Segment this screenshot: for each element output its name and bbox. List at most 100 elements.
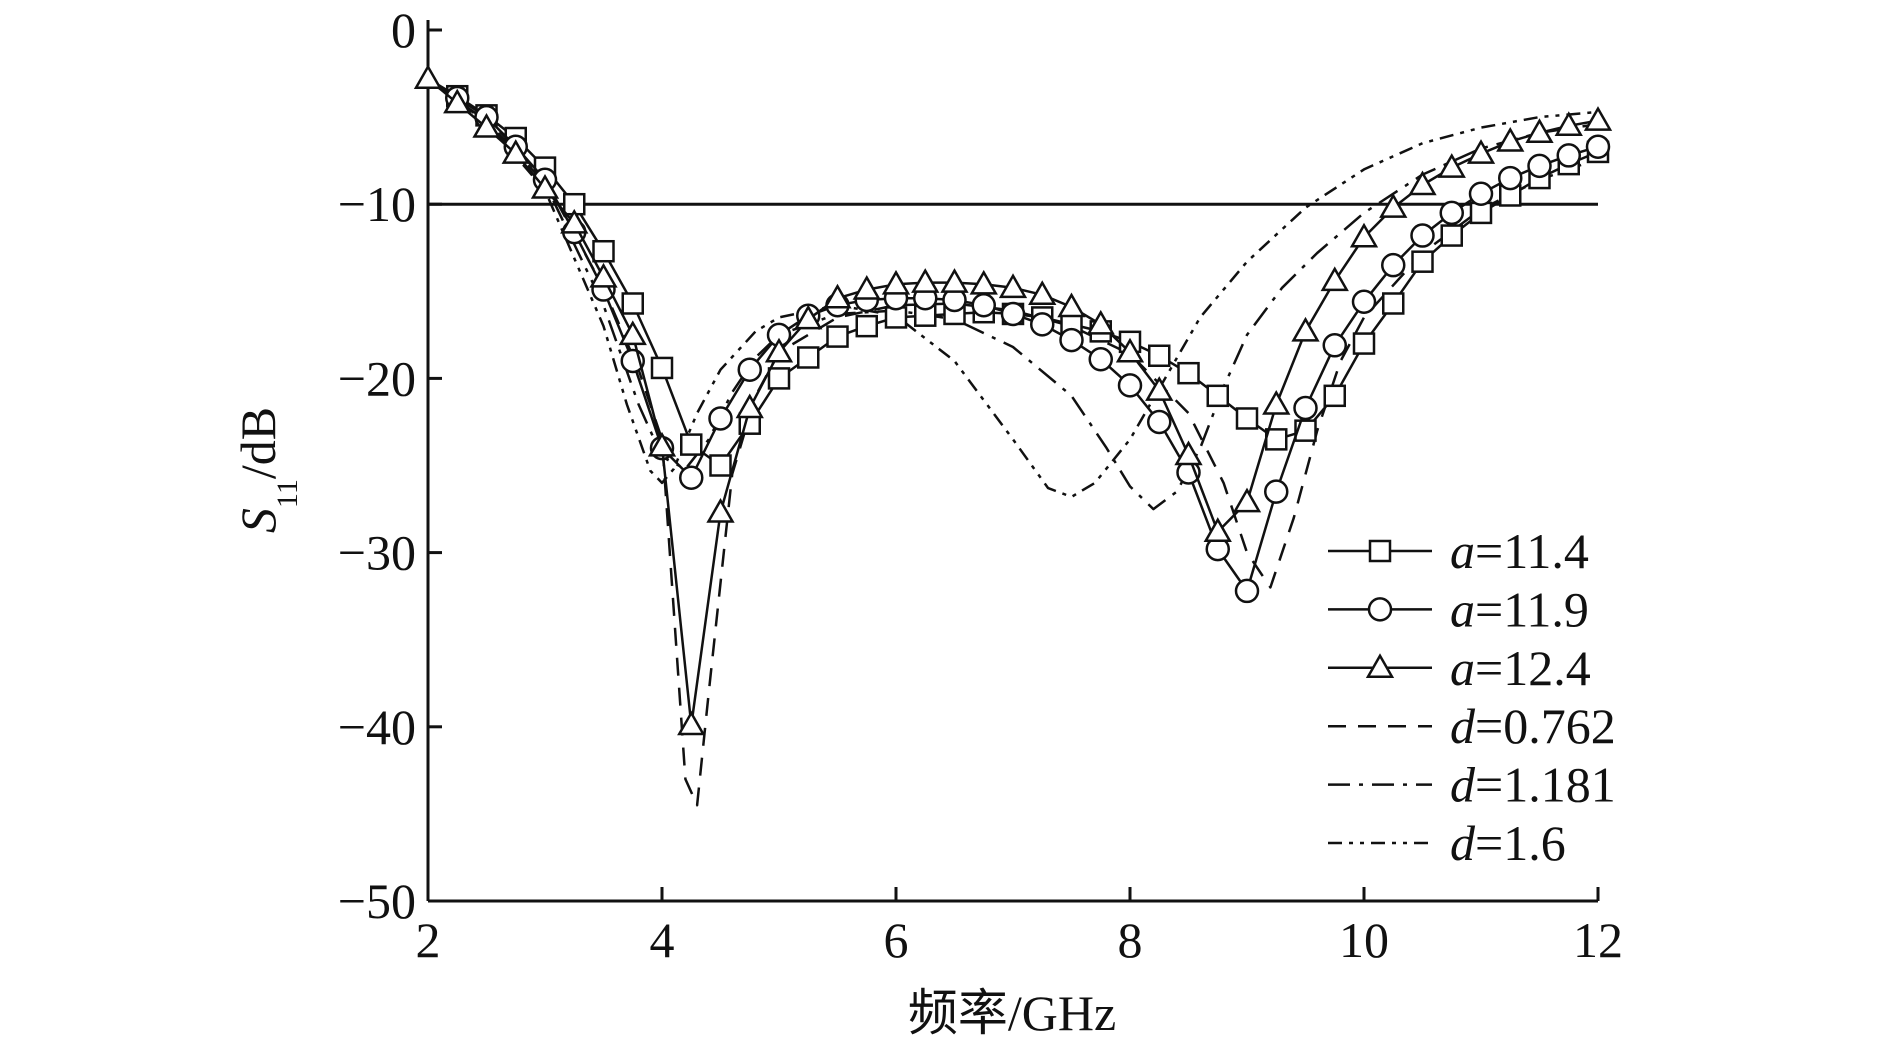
y-axis-label: S11/dB [230, 407, 304, 533]
legend-swatch-marker [1368, 539, 1392, 563]
data-point-square [1440, 224, 1463, 247]
data-point-triangle [647, 431, 677, 457]
data-point-circle [1264, 479, 1289, 504]
data-point-triangle [530, 174, 560, 199]
legend-entry-label: a=12.4 [1450, 640, 1591, 696]
data-point-circle [1381, 252, 1406, 278]
y-tick-label: 0 [391, 2, 416, 58]
data-point-triangle [1262, 390, 1291, 415]
data-point-circle [1147, 409, 1172, 435]
data-point-triangle [794, 304, 823, 330]
series-layer [413, 64, 1613, 807]
x-tick-label: 4 [650, 912, 675, 968]
data-point-triangle [1525, 118, 1554, 144]
x-axis-label: 频率/GHz [908, 985, 1116, 1041]
x-tick-label: 6 [884, 912, 909, 968]
y-tick-label: −50 [338, 873, 416, 929]
data-point-triangle [589, 262, 618, 288]
data-point-circle [1088, 346, 1113, 372]
data-point-circle [1439, 200, 1464, 226]
data-point-triangle [1086, 309, 1115, 335]
data-point-triangle [911, 268, 940, 293]
x-tick-label: 10 [1339, 912, 1389, 968]
data-point-triangle [1466, 139, 1496, 164]
data-point-triangle [1232, 487, 1262, 513]
data-point-square [1265, 428, 1288, 451]
data-point-triangle [735, 393, 764, 419]
data-point-square [826, 325, 849, 348]
y-tick-label: −10 [338, 176, 416, 232]
data-point-triangle [1320, 266, 1349, 292]
data-point-square [709, 454, 732, 477]
data-point-triangle [1554, 111, 1583, 137]
data-point-square [1177, 361, 1200, 385]
data-point-triangle [940, 268, 969, 293]
data-point-triangle [969, 269, 998, 295]
data-point-triangle [560, 208, 589, 234]
y-tick-label: −30 [338, 525, 416, 581]
data-point-circle [1234, 578, 1260, 604]
data-point-square [1148, 344, 1171, 368]
data-point-square [767, 367, 791, 390]
series-line-a-1 [427, 79, 1599, 593]
data-point-circle [1351, 289, 1377, 315]
data-point-triangle [443, 88, 472, 114]
data-point-triangle [1115, 337, 1145, 363]
x-tick-label: 2 [416, 912, 441, 968]
data-point-triangle [881, 269, 911, 295]
data-point-triangle [852, 275, 881, 300]
data-point-triangle [998, 273, 1028, 299]
data-point-triangle [1145, 376, 1174, 401]
data-point-circle [1527, 153, 1552, 179]
data-point-square [1411, 250, 1434, 273]
data-point-circle [1059, 327, 1084, 353]
data-point-circle [737, 357, 762, 382]
axes-layer: 0 −10 −20 −30 −40 −502 4 6 8 10 12 [338, 2, 1623, 968]
data-point-triangle [823, 283, 852, 309]
data-point-square [592, 239, 615, 263]
y-tick-label: −20 [338, 350, 416, 406]
y-axis-label-text: S11/dB [230, 407, 304, 533]
data-point-triangle [618, 320, 647, 346]
legend-entry-label: a=11.9 [1450, 581, 1589, 637]
data-point-square [621, 292, 644, 315]
data-point-circle [1498, 165, 1523, 191]
data-point-triangle [1203, 517, 1232, 542]
series-line-d-5 [427, 77, 1599, 499]
axis-labels: 频率/GHz S11/dB [230, 407, 1116, 1041]
data-point-circle [1556, 143, 1581, 168]
data-point-triangle [472, 113, 501, 138]
legend-swatch-marker [1365, 653, 1395, 679]
x-tick-label: 8 [1118, 912, 1143, 968]
legend-entry-label: a=11.4 [1450, 523, 1589, 579]
data-point-triangle [1583, 106, 1613, 131]
data-point-square [1206, 384, 1229, 408]
data-point-triangle [501, 139, 530, 164]
legend-entry-label: d=0.762 [1450, 698, 1616, 754]
data-point-circle [679, 465, 704, 490]
data-point-triangle [1028, 280, 1057, 306]
y-tick-label: −40 [338, 699, 416, 755]
data-point-triangle [1057, 292, 1086, 318]
data-point-circle [1293, 395, 1318, 421]
data-point-triangle [764, 337, 794, 363]
data-point-square [855, 314, 878, 338]
data-point-circle [1000, 301, 1026, 327]
legend-entry-label: d=1.6 [1450, 815, 1566, 871]
data-point-circle [1030, 312, 1055, 337]
legend-swatch-marker [1367, 597, 1393, 622]
data-point-circle [971, 292, 996, 318]
data-point-circle [1468, 181, 1494, 206]
data-point-triangle [1496, 126, 1525, 152]
data-point-triangle [1379, 193, 1408, 218]
data-point-triangle [1291, 316, 1320, 342]
data-point-square [1352, 332, 1376, 355]
data-point-circle [1585, 134, 1611, 159]
data-point-square [1382, 292, 1405, 315]
data-point-triangle [1437, 153, 1466, 178]
data-point-square [1323, 384, 1346, 408]
data-point-circle [1322, 333, 1347, 358]
data-point-square [650, 356, 674, 380]
